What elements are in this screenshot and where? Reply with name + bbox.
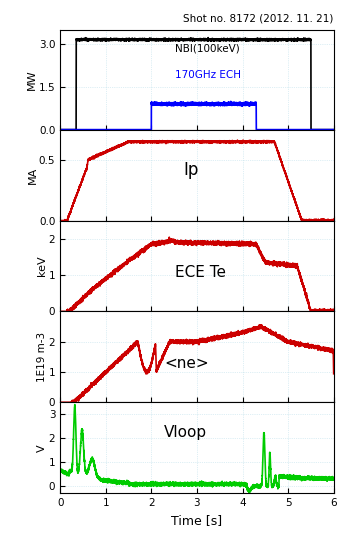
Text: NBI(100keV): NBI(100keV) [175, 44, 240, 54]
Text: Ip: Ip [183, 161, 198, 179]
Text: ECE Te: ECE Te [175, 265, 226, 280]
X-axis label: Time [s]: Time [s] [171, 514, 223, 527]
Text: Shot no. 8172 (2012. 11. 21): Shot no. 8172 (2012. 11. 21) [183, 13, 334, 24]
Text: <ne>: <ne> [164, 356, 209, 371]
Y-axis label: keV: keV [37, 255, 47, 277]
Text: Vloop: Vloop [164, 425, 207, 440]
Text: 170GHz ECH: 170GHz ECH [175, 70, 241, 80]
Y-axis label: V: V [37, 444, 47, 452]
Y-axis label: MW: MW [27, 70, 37, 90]
Y-axis label: MA: MA [28, 167, 37, 184]
Y-axis label: 1E19 m-3: 1E19 m-3 [37, 332, 47, 382]
